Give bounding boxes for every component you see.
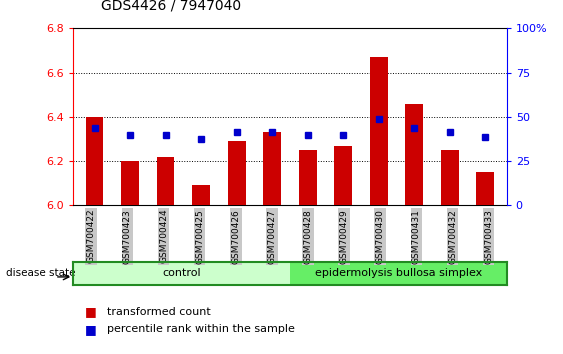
Text: GSM700429: GSM700429	[339, 209, 348, 264]
Bar	[157, 157, 175, 205]
Text: GDS4426 / 7947040: GDS4426 / 7947040	[101, 0, 242, 12]
Text: GSM700426: GSM700426	[231, 209, 240, 264]
Bar	[334, 145, 352, 205]
Text: GSM700431: GSM700431	[412, 209, 421, 264]
Text: disease state: disease state	[6, 268, 75, 279]
Text: GSM700425: GSM700425	[195, 209, 204, 264]
Bar	[441, 150, 459, 205]
Text: GSM700424: GSM700424	[159, 209, 168, 263]
Text: transformed count: transformed count	[107, 307, 211, 316]
Bar	[263, 132, 281, 205]
Text: GSM700422: GSM700422	[87, 209, 96, 263]
Text: GSM700430: GSM700430	[376, 209, 385, 264]
Text: GSM700427: GSM700427	[267, 209, 276, 264]
Text: GSM700423: GSM700423	[123, 209, 132, 264]
Bar	[405, 104, 423, 205]
Bar	[299, 150, 316, 205]
Text: GSM700432: GSM700432	[448, 209, 457, 264]
Text: GSM700428: GSM700428	[303, 209, 312, 264]
Bar	[370, 57, 388, 205]
Text: percentile rank within the sample: percentile rank within the sample	[107, 324, 295, 334]
Bar	[86, 117, 104, 205]
Text: ■: ■	[84, 323, 96, 336]
Bar	[228, 141, 245, 205]
Text: ■: ■	[84, 305, 96, 318]
Text: GSM700433: GSM700433	[484, 209, 493, 264]
Bar	[121, 161, 139, 205]
Text: epidermolysis bullosa simplex: epidermolysis bullosa simplex	[315, 268, 482, 279]
Text: control: control	[162, 268, 201, 279]
Bar	[192, 185, 210, 205]
Bar	[476, 172, 494, 205]
